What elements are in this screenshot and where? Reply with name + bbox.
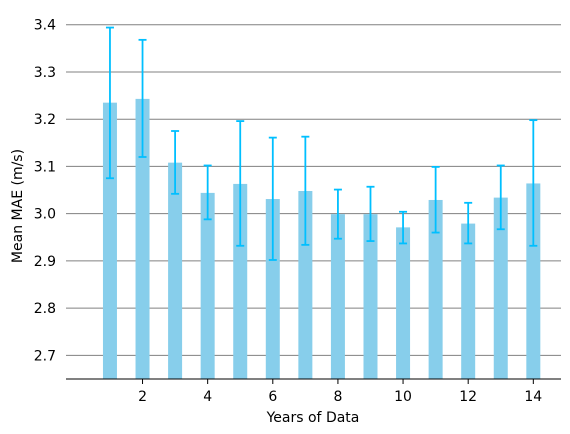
y-axis-label: Mean MAE (m/s)	[10, 149, 26, 263]
y-tick-label: 2.7	[34, 348, 56, 364]
x-tick-labels: 2 4 6 8 10 12 14	[138, 379, 542, 405]
y-tick-label: 3.2	[34, 112, 56, 128]
bar	[493, 197, 508, 379]
x-tick-label: 6	[268, 389, 277, 405]
x-tick-label: 2	[138, 389, 147, 405]
bar	[233, 183, 248, 379]
y-tick-labels: 2.7 2.8 2.9 3.0 3.1 3.2 3.3 3.4	[34, 18, 56, 365]
bar	[461, 223, 476, 379]
y-tick-label: 3.3	[34, 65, 56, 81]
bar	[265, 199, 280, 379]
bars	[102, 98, 541, 379]
bar	[200, 192, 215, 379]
y-tick-label: 3.0	[34, 207, 56, 223]
bar	[428, 199, 443, 379]
bar	[526, 183, 541, 379]
bar	[168, 162, 183, 379]
x-tick-label: 12	[459, 389, 477, 405]
x-axis-label: Years of Data	[266, 410, 360, 426]
bar	[298, 190, 313, 379]
x-tick-label: 4	[203, 389, 212, 405]
bar	[102, 102, 117, 379]
bar	[330, 214, 345, 379]
bar	[396, 227, 411, 379]
error-bars	[105, 26, 538, 261]
bar	[363, 214, 378, 379]
x-tick-label: 8	[333, 389, 342, 405]
x-tick-label: 14	[524, 389, 542, 405]
y-tick-label: 2.9	[34, 254, 56, 270]
bar	[135, 98, 150, 379]
x-tick-label: 10	[394, 389, 412, 405]
y-tick-label: 3.1	[34, 159, 56, 175]
y-tick-label: 2.8	[34, 301, 56, 317]
y-tick-label: 3.4	[34, 18, 56, 34]
